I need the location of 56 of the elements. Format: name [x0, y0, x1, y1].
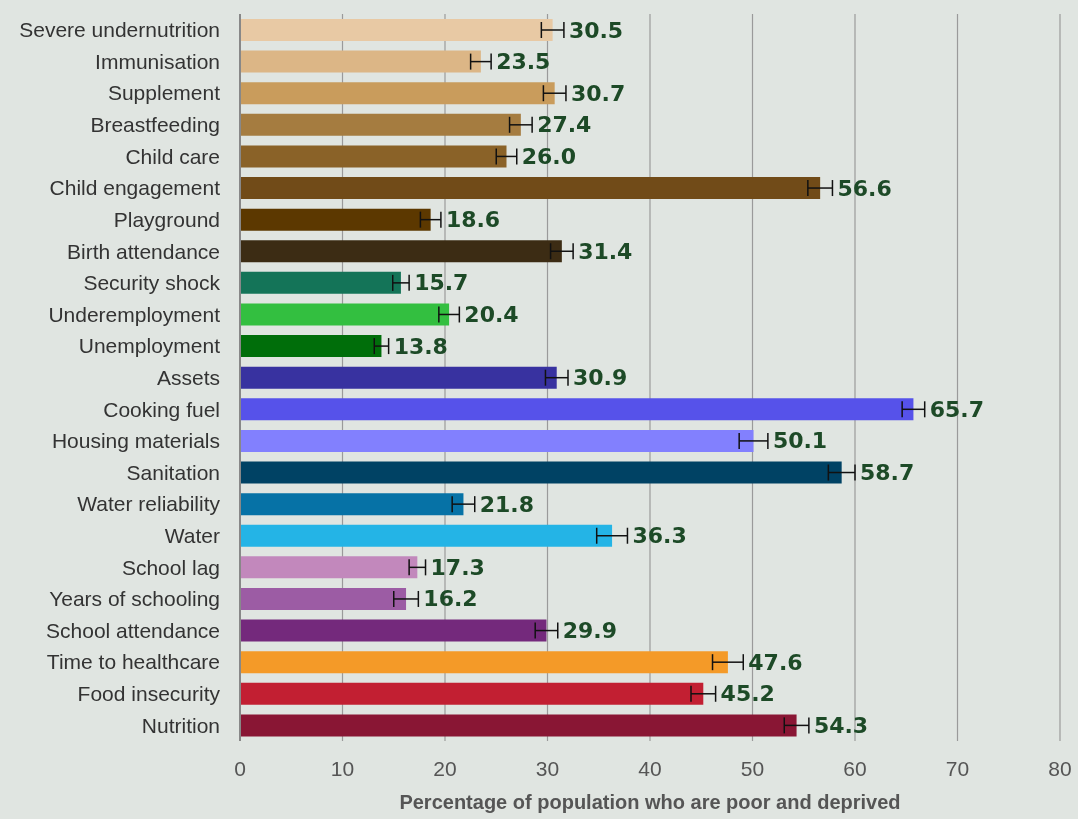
y-tick-label: Breastfeeding: [90, 113, 220, 137]
data-label: 30.5: [568, 17, 624, 43]
y-tick-label: Assets: [156, 365, 220, 389]
data-label: 54.3: [813, 712, 869, 738]
data-label: 27.4: [537, 112, 592, 138]
data-label: 21.8: [479, 491, 535, 517]
y-tick-label: Supplement: [107, 81, 221, 105]
x-tick-label: 0: [234, 756, 246, 780]
y-tick-label: Child care: [125, 144, 220, 168]
data-label: 30.7: [570, 80, 626, 106]
y-tick-label: Underemployment: [48, 302, 221, 326]
data-label: 15.7: [414, 270, 469, 296]
y-tick-label: Water reliability: [77, 492, 221, 516]
data-label: 23.5: [496, 49, 551, 75]
y-tick-label: Water: [164, 524, 220, 547]
y-tick-label: Playground: [113, 207, 220, 231]
data-label: 30.9: [573, 365, 628, 391]
y-tick-label: Security shock: [83, 271, 221, 295]
y-tick-label: Food insecurity: [77, 682, 221, 706]
y-tick-label: Housing materials: [51, 429, 220, 453]
y-tick-label: Time to healthcare: [46, 650, 220, 674]
data-label: 31.4: [578, 238, 633, 264]
x-tick-label: 30: [535, 756, 560, 780]
x-tick-label: 70: [945, 756, 970, 780]
x-axis-title: Percentage of population who are poor and deprived: [399, 791, 901, 813]
data-label: 45.2: [720, 681, 775, 707]
data-label: 26.0: [521, 143, 577, 169]
data-label: 50.1: [772, 428, 828, 454]
y-tick-label: Severe undernutrition: [19, 18, 220, 42]
x-tick-label: 50: [740, 756, 765, 780]
x-tick-label: 80: [1048, 756, 1072, 780]
y-tick-label: Nutrition: [141, 713, 220, 737]
y-tick-label: Birth attendance: [67, 239, 220, 263]
y-tick-label: Cooking fuel: [103, 397, 220, 421]
y-tick-label: Unemployment: [78, 334, 221, 358]
data-label: 58.7: [860, 460, 915, 486]
y-tick-label: Immunisation: [95, 49, 220, 73]
x-tick-label: 40: [638, 756, 662, 780]
y-tick-label: School attendance: [46, 618, 220, 642]
data-label: 13.8: [393, 333, 448, 359]
data-label: 36.3: [632, 523, 687, 549]
data-label: 47.6: [748, 649, 803, 675]
data-label: 65.7: [929, 396, 984, 422]
y-tick-label: Child engagement: [49, 176, 221, 200]
x-tick-label: 60: [843, 756, 867, 780]
data-label: 56.6: [837, 175, 892, 201]
x-tick-label: 20: [433, 756, 457, 780]
data-label: 18.6: [445, 207, 501, 233]
x-tick-label: 10: [330, 756, 355, 780]
data-label: 16.2: [423, 586, 478, 612]
data-label: 29.9: [562, 618, 618, 644]
y-tick-label: Sanitation: [126, 460, 220, 484]
data-label: 17.3: [430, 554, 485, 580]
data-label: 20.4: [464, 301, 519, 327]
y-tick-label: Years of schooling: [49, 587, 220, 611]
y-tick-label: School lag: [121, 555, 220, 579]
